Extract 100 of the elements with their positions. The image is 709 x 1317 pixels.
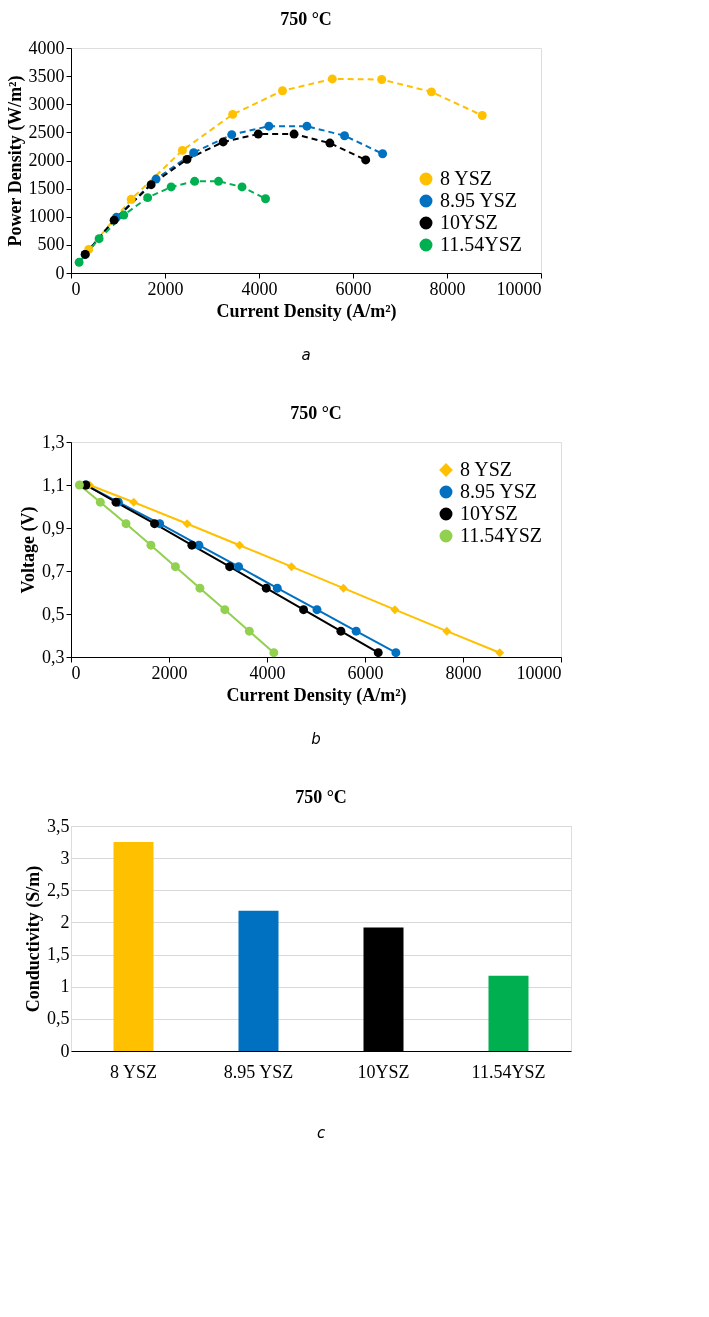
legend-label: 10YSZ [460,502,518,524]
point [325,138,335,148]
point [340,131,350,141]
point [351,626,361,636]
point [170,562,180,572]
bar [113,842,154,1051]
point [129,497,139,507]
point [427,87,436,97]
point [327,74,337,84]
x-tick-label: 6000 [347,662,384,683]
point [235,540,245,550]
chart-title: 750 °C [295,787,347,807]
point [177,145,187,155]
x-tick-label: 4000 [241,278,278,299]
chart-title: 750 °C [290,403,342,423]
point [244,626,254,636]
point [289,129,299,139]
point [126,194,136,204]
x-tick-label: 11.54YSZ [471,1061,546,1082]
y-tick-label: 3500 [28,65,65,86]
point [272,583,282,593]
y-tick-label: 500 [37,234,65,255]
point [220,605,230,615]
x-tick-label: 10000 [496,278,542,299]
point [302,121,312,131]
y-tick-label: 0,9 [42,517,65,538]
x-tick-label: 8.95 YSZ [223,1061,294,1082]
y-tick-label: 1,3 [42,431,65,452]
x-axis-title: Current Density (A/m²) [226,684,407,706]
legend-label: 11.54YSZ [460,524,543,546]
point [338,583,348,593]
y-tick-label: 2500 [28,121,65,142]
y-axis-title: Conductivity (S/m) [23,865,44,1013]
y-tick-label: 4000 [28,37,65,58]
point [214,176,224,186]
point [119,210,129,220]
point [225,562,235,572]
y-tick-label: 1,1 [42,474,65,495]
point [442,626,452,636]
point [182,519,192,529]
text: b [311,730,321,748]
point [269,648,279,658]
point [228,109,238,119]
text: c [316,1124,326,1142]
point [253,129,263,139]
y-tick-label: 1000 [28,206,65,227]
point [95,497,105,507]
x-tick-label: 8 YSZ [110,1061,157,1082]
point [312,605,322,615]
legend-label: 10YSZ [440,211,498,233]
point [182,154,192,164]
point [187,540,197,550]
point [190,176,200,186]
x-tick-label: 2000 [151,662,188,683]
point [299,605,309,615]
point [121,519,131,529]
point [166,182,176,192]
point [361,155,371,165]
bar [488,975,529,1051]
bar [238,910,279,1051]
x-tick-label: 10YSZ [357,1061,410,1082]
point [143,193,153,203]
point [94,234,104,244]
y-axis-title: Voltage (V) [18,506,39,594]
y-tick-label: 0 [60,1040,70,1061]
y-tick-label: 0,7 [42,560,65,581]
point [189,148,199,158]
point [146,540,156,550]
point [287,562,296,572]
legend-label: 8 YSZ [440,167,493,189]
x-tick-label: 2000 [147,278,184,299]
y-tick-label: 2,5 [47,879,70,900]
point [373,648,383,658]
point [278,86,287,96]
x-tick-label: 4000 [249,662,286,683]
y-tick-label: 0,5 [42,603,65,624]
y-tick-label: 3 [60,847,70,868]
y-tick-label: 2 [60,911,70,932]
point [390,605,400,615]
y-tick-label: 1,5 [47,944,70,965]
y-tick-label: 2000 [28,150,65,170]
text: a [301,346,311,364]
point [74,480,84,490]
y-axis-title: Power Density (W/m²) [4,75,26,247]
point [74,257,84,267]
point [264,121,274,131]
point [477,111,487,120]
y-tick-label: 3000 [28,93,65,114]
point [377,75,387,84]
point [150,519,160,529]
y-tick-label: 0,3 [42,646,65,667]
point [218,137,228,147]
point [261,583,271,593]
x-tick-label: 8000 [429,278,466,299]
point [495,648,505,658]
point [237,182,247,192]
x-tick-label: 8000 [445,662,482,683]
y-tick-label: 1500 [28,178,65,199]
point [234,562,244,572]
point [261,194,271,204]
